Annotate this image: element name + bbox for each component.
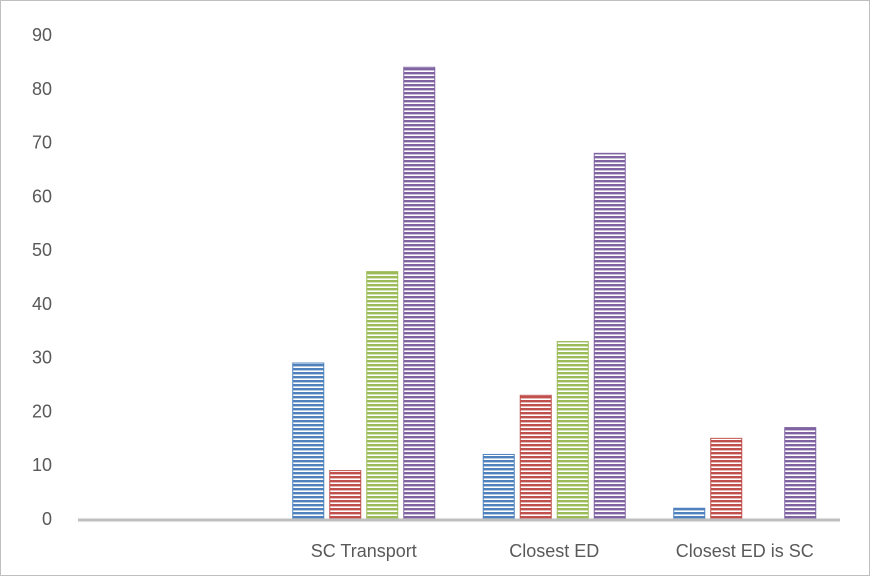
bar <box>403 66 436 520</box>
bar <box>482 453 515 520</box>
y-tick-label: 40 <box>32 294 52 314</box>
y-tick-label: 30 <box>32 348 52 368</box>
x-tick-label: Closest ED <box>509 541 599 561</box>
y-tick-label: 10 <box>32 455 52 475</box>
x-tick-label: Closest ED is SC <box>676 541 814 561</box>
x-axis-ticks: SC Transport Closest ED Closest ED is SC <box>311 541 814 561</box>
bar <box>556 341 589 520</box>
y-tick-label: 60 <box>32 186 52 206</box>
bar <box>673 507 706 520</box>
y-tick-label: 70 <box>32 133 52 153</box>
y-tick-label: 0 <box>42 509 52 529</box>
bar <box>519 394 552 520</box>
y-tick-label: 80 <box>32 79 52 99</box>
bar <box>784 427 817 520</box>
x-tick-label: SC Transport <box>311 541 417 561</box>
y-tick-label: 90 <box>32 25 52 45</box>
y-tick-label: 20 <box>32 401 52 421</box>
y-tick-label: 50 <box>32 240 52 260</box>
bar <box>366 271 399 520</box>
bar <box>329 470 362 520</box>
bar <box>593 152 626 520</box>
y-axis-ticks: 0 10 20 30 40 50 60 70 80 90 <box>32 25 52 529</box>
bar <box>292 362 325 520</box>
bars <box>292 66 817 520</box>
bar <box>710 437 743 520</box>
